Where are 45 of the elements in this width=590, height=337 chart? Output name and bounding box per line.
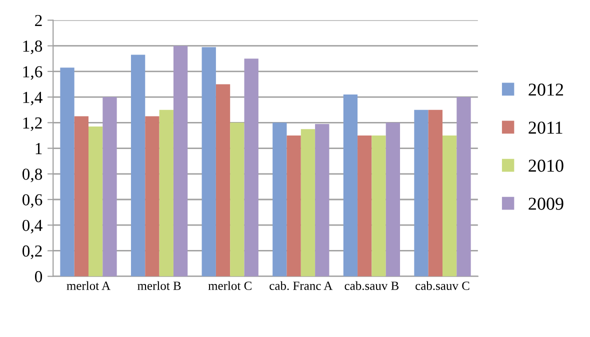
y-tick-label: 2 (35, 14, 42, 26)
x-tick-label: cab.sauv C (416, 281, 470, 290)
bar (130, 54, 146, 276)
bar (372, 135, 386, 276)
bar (88, 126, 103, 276)
bar (315, 124, 330, 276)
y-tick-label: 0,2 (22, 245, 42, 260)
bar (442, 135, 457, 276)
bar (145, 116, 160, 276)
y-tick-label: 0,8 (22, 168, 42, 182)
y-tick-label: 1,6 (23, 66, 42, 80)
y-tick-label: 0,6 (22, 194, 42, 208)
y-tick-label: 0,4 (22, 220, 42, 234)
bar (159, 110, 174, 276)
legend-label: 2010 (528, 160, 564, 172)
legend-label: 2009 (528, 198, 564, 210)
bar (358, 135, 372, 276)
bar (244, 58, 258, 276)
bar (202, 47, 216, 276)
x-tick-label: cab.sauv B (344, 281, 399, 290)
bar (286, 135, 301, 276)
bar (343, 94, 358, 276)
bar (216, 84, 230, 276)
legend-label: 2011 (528, 122, 562, 134)
x-tick-label: merlot A (66, 281, 110, 290)
legend-label: 2012 (528, 84, 564, 96)
x-tick-label: cab. Franc A (270, 281, 333, 290)
x-tick-label: merlot C (208, 281, 252, 290)
x-tick-label: merlot B (138, 281, 181, 290)
bar (102, 97, 117, 276)
bar (300, 129, 316, 276)
bar (386, 122, 400, 276)
bar (272, 122, 287, 276)
bar (456, 97, 471, 276)
y-tick-label: 1,8 (23, 40, 42, 54)
y-tick-label: 0 (34, 271, 42, 282)
y-tick-label: 1 (36, 143, 42, 154)
y-tick-label: 1,4 (23, 92, 42, 106)
y-tick-label: 1,2 (23, 117, 42, 132)
bar (414, 110, 428, 276)
bar (74, 116, 88, 276)
bar (60, 68, 74, 276)
bar (230, 122, 244, 276)
bar (173, 46, 188, 276)
bar (428, 110, 442, 276)
